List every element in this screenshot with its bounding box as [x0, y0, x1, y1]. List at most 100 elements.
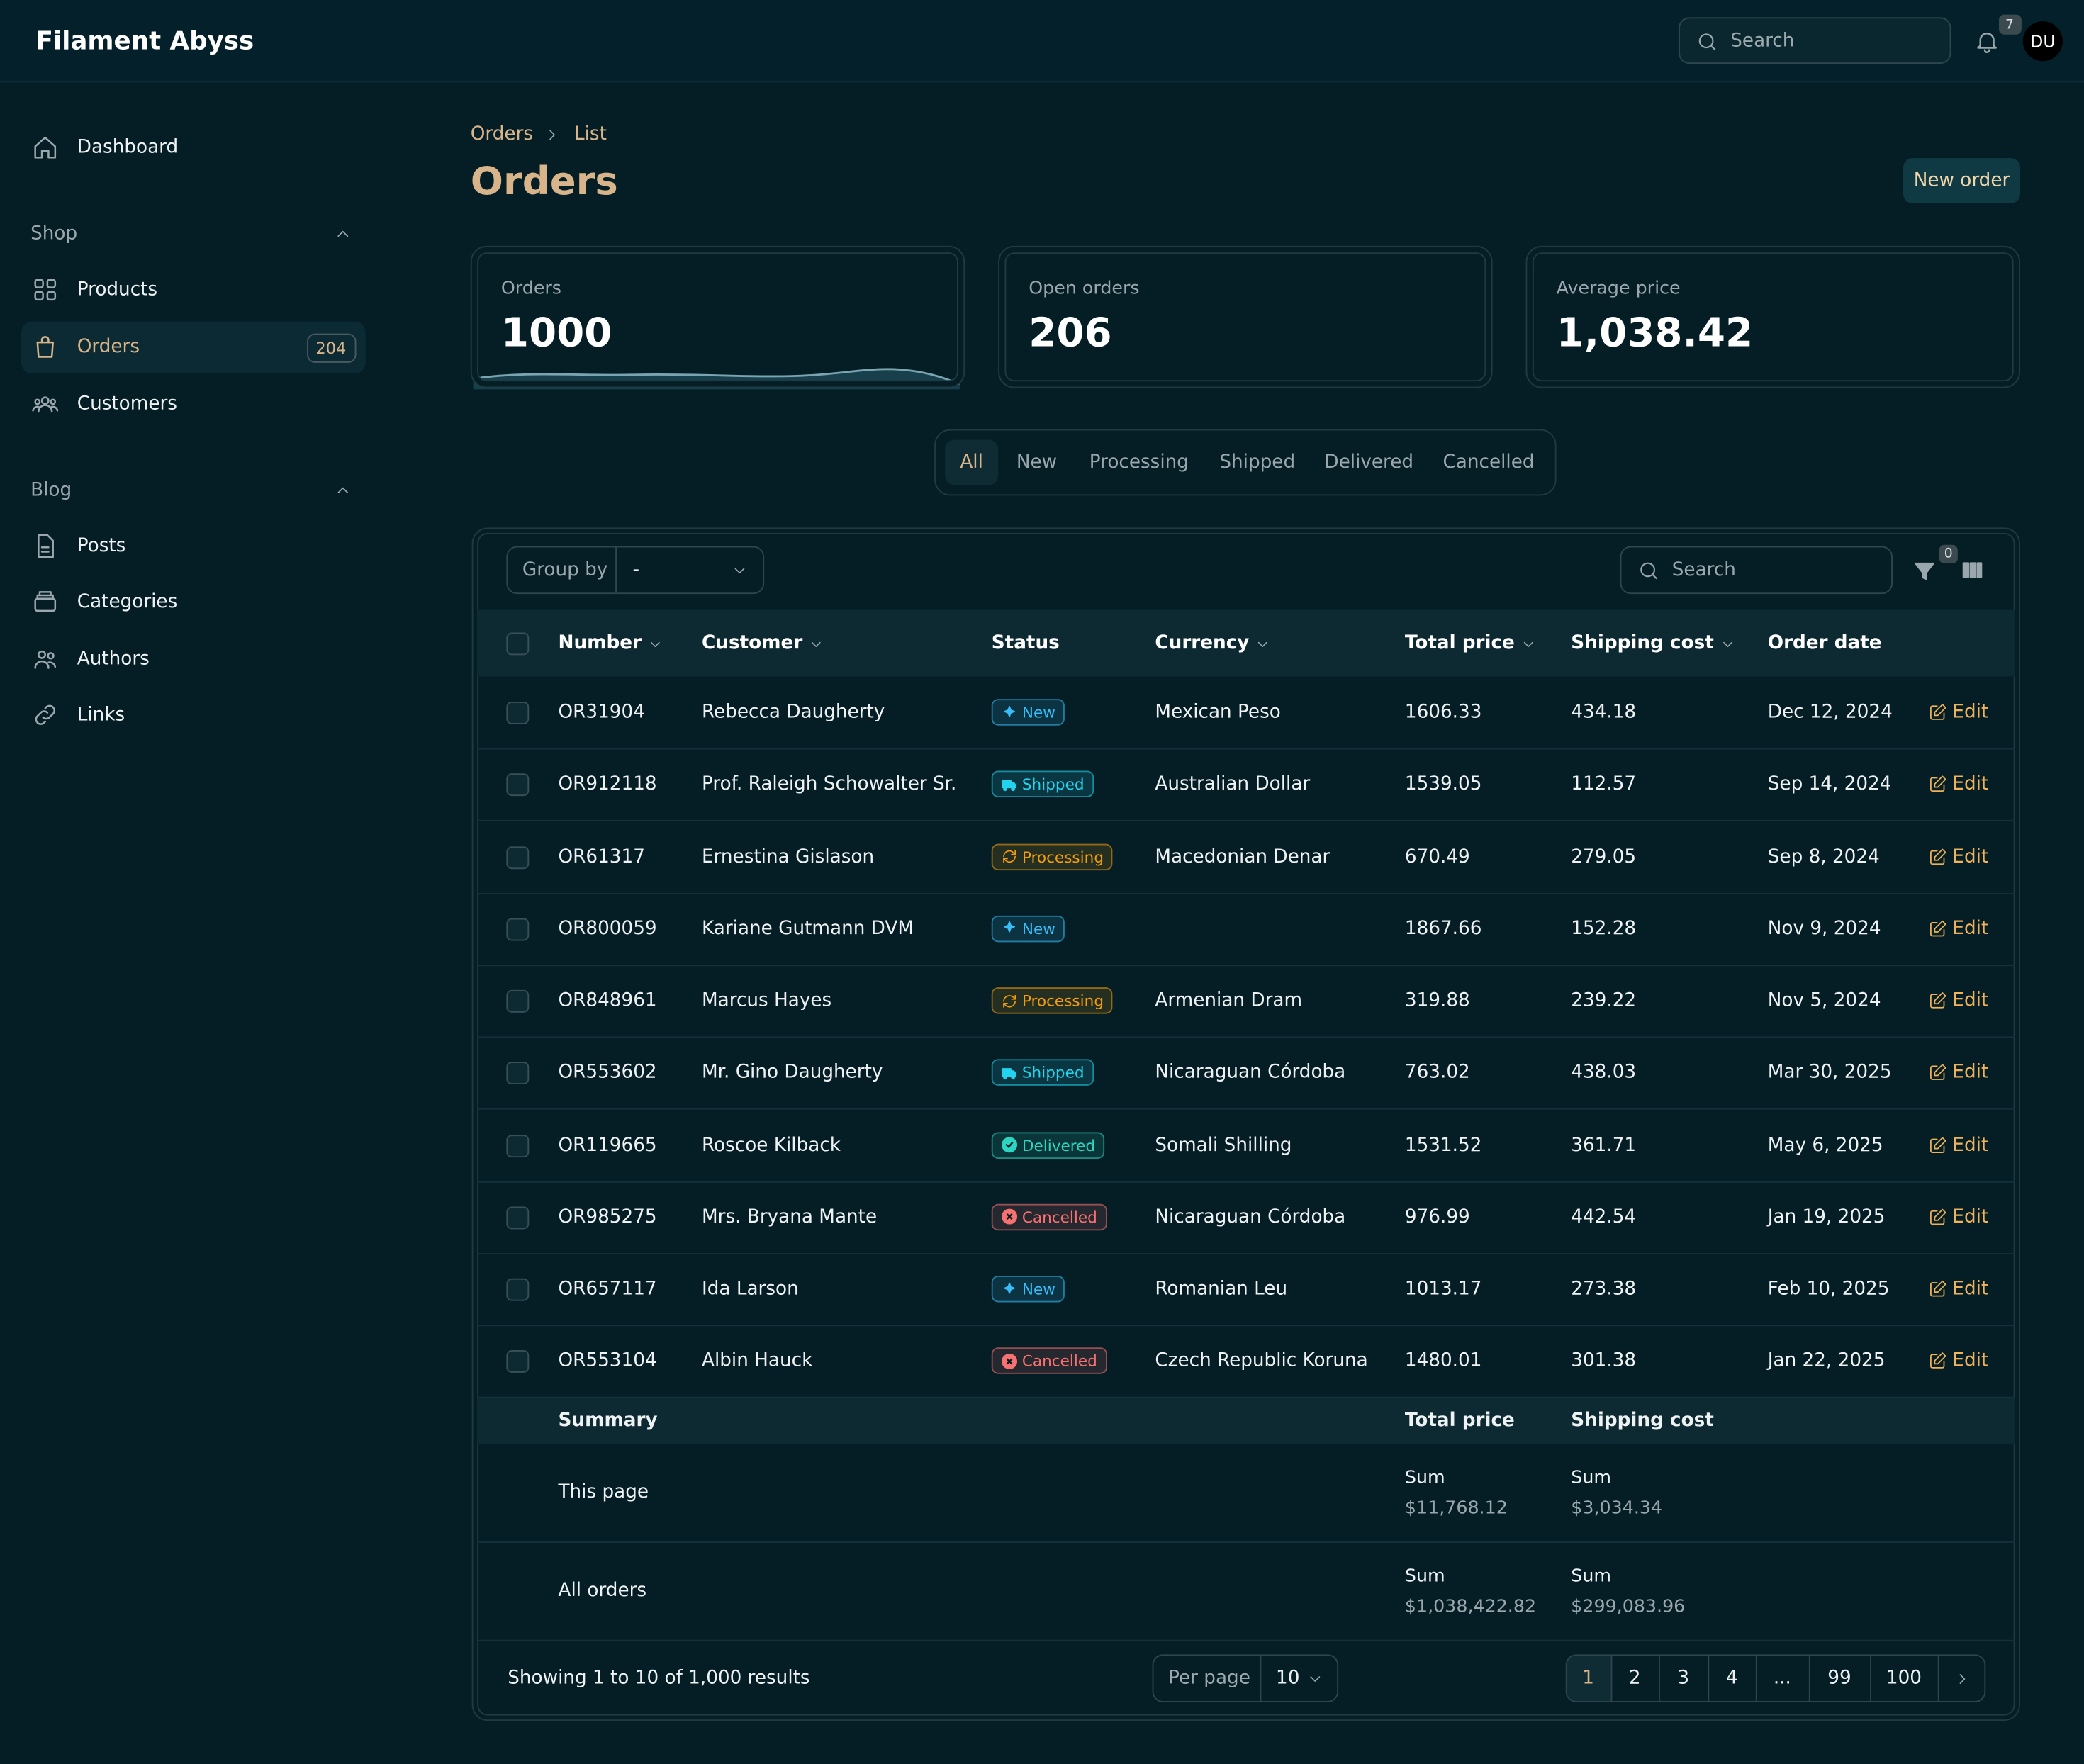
- cell: 763.02: [1404, 1062, 1470, 1084]
- page-button[interactable]: 2: [1628, 1668, 1641, 1690]
- edit-icon: [1929, 1135, 1947, 1154]
- status-label: Shipped: [1021, 775, 1085, 794]
- checkbox[interactable]: [506, 1206, 530, 1229]
- status-label: Shipped: [1021, 1063, 1085, 1082]
- checkbox[interactable]: [506, 846, 530, 869]
- cell: OR800059: [558, 918, 657, 940]
- cell: 438.03: [1571, 1062, 1637, 1084]
- tab[interactable]: Delivered: [1324, 451, 1414, 473]
- per-page-label: Per page: [1168, 1668, 1250, 1690]
- nav-item[interactable]: Orders: [77, 336, 140, 358]
- summary-sum-label: Sum: [1571, 1467, 1612, 1488]
- status-icon: [1000, 776, 1017, 793]
- per-page: [1152, 1654, 1339, 1702]
- cell: 1867.66: [1404, 918, 1482, 940]
- page-button[interactable]: ...: [1773, 1668, 1791, 1690]
- cell: Prof. Raleigh Schowalter Sr.: [702, 773, 957, 795]
- edit-link[interactable]: Edit: [1952, 1062, 1989, 1084]
- pager-sep: [1610, 1656, 1613, 1701]
- chevron: [334, 225, 352, 243]
- table-search: [1620, 546, 1893, 595]
- tab[interactable]: New: [1016, 451, 1058, 473]
- nav-item[interactable]: Products: [77, 279, 158, 300]
- checkbox[interactable]: [506, 918, 530, 941]
- nav-item[interactable]: Authors: [77, 648, 150, 670]
- summary-sum: $11,768.12: [1404, 1498, 1508, 1519]
- status-label: Processing: [1021, 847, 1104, 866]
- status-icon: [1000, 920, 1017, 937]
- page-button[interactable]: 4: [1725, 1668, 1738, 1690]
- columns-icon: [1961, 558, 1985, 583]
- pager-sep: [1708, 1656, 1710, 1701]
- edit-link[interactable]: Edit: [1952, 1134, 1989, 1156]
- page-button[interactable]: 3: [1677, 1668, 1690, 1690]
- tab[interactable]: Cancelled: [1442, 451, 1535, 473]
- summary-column: Total price: [1404, 1410, 1515, 1432]
- checkbox[interactable]: [506, 702, 530, 724]
- checkbox[interactable]: [506, 1062, 530, 1085]
- page-button[interactable]: 1: [1582, 1668, 1594, 1690]
- cell: Ida Larson: [702, 1278, 799, 1300]
- page-button[interactable]: 100: [1886, 1668, 1922, 1690]
- edit-link[interactable]: Edit: [1952, 773, 1989, 795]
- cell: 152.28: [1571, 918, 1637, 940]
- tab[interactable]: Processing: [1089, 451, 1189, 473]
- notification-count: 7: [2005, 18, 2014, 33]
- page-button[interactable]: 99: [1827, 1668, 1851, 1690]
- nav-item[interactable]: Posts: [77, 535, 126, 557]
- summary-header: [477, 1398, 2015, 1445]
- bell-icon: [1973, 28, 2000, 55]
- edit-link[interactable]: Edit: [1952, 702, 1989, 723]
- checkbox[interactable]: [506, 773, 530, 797]
- status-label: New: [1021, 919, 1055, 938]
- checkbox[interactable]: [506, 1278, 530, 1301]
- avatar: [2022, 21, 2063, 62]
- row-divider: [477, 1180, 2015, 1182]
- checkbox[interactable]: [506, 989, 530, 1013]
- page-active-bg: [1567, 1656, 1611, 1701]
- nav-badge: [307, 333, 357, 363]
- edit-icon: [1929, 1280, 1947, 1298]
- nav-item[interactable]: Links: [77, 704, 125, 726]
- edit-link[interactable]: Edit: [1952, 846, 1989, 867]
- edit-link[interactable]: Edit: [1952, 1350, 1989, 1372]
- per-page-value: 10: [1276, 1668, 1300, 1690]
- sort-icon: [1719, 636, 1735, 653]
- checkbox[interactable]: [506, 1134, 530, 1157]
- edit-link[interactable]: Edit: [1952, 918, 1989, 940]
- checkbox[interactable]: [506, 1350, 530, 1373]
- cell: OR553602: [558, 1062, 657, 1084]
- cell: 976.99: [1404, 1206, 1470, 1228]
- nav-icon: [32, 276, 59, 303]
- status-icon: [1000, 992, 1017, 1009]
- nav-item[interactable]: Dashboard: [77, 137, 179, 159]
- edit-link[interactable]: Edit: [1952, 989, 1989, 1011]
- edit-link[interactable]: Edit: [1952, 1206, 1989, 1228]
- summary-sum: $3,034.34: [1571, 1498, 1663, 1519]
- cell: Sep 8, 2024: [1767, 846, 1880, 867]
- nav-item[interactable]: Categories: [77, 591, 178, 613]
- checkbox[interactable]: [506, 632, 530, 656]
- brand: Filament Abyss: [35, 26, 254, 56]
- cell: OR912118: [558, 773, 657, 795]
- status-badge: New: [991, 1276, 1065, 1303]
- tab[interactable]: All: [960, 451, 983, 473]
- tab[interactable]: Shipped: [1219, 451, 1296, 473]
- stat-value: 206: [1029, 310, 1112, 357]
- filter-icon[interactable]: [1912, 559, 1937, 583]
- edit-link[interactable]: Edit: [1952, 1278, 1989, 1300]
- cell: 301.38: [1571, 1350, 1637, 1372]
- cell: Mr. Gino Daugherty: [702, 1062, 883, 1084]
- status-badge: New: [991, 699, 1065, 726]
- nav-item[interactable]: Customers: [77, 393, 177, 415]
- new-order-button[interactable]: [1903, 158, 2020, 203]
- select-chevron: [730, 561, 747, 578]
- sparkline: [473, 368, 960, 390]
- cell: Marcus Hayes: [702, 989, 832, 1011]
- edit-icon: [1929, 703, 1947, 721]
- column-header: Status: [991, 632, 1060, 654]
- sort-icon: [647, 636, 663, 653]
- row-divider: [477, 1397, 2015, 1398]
